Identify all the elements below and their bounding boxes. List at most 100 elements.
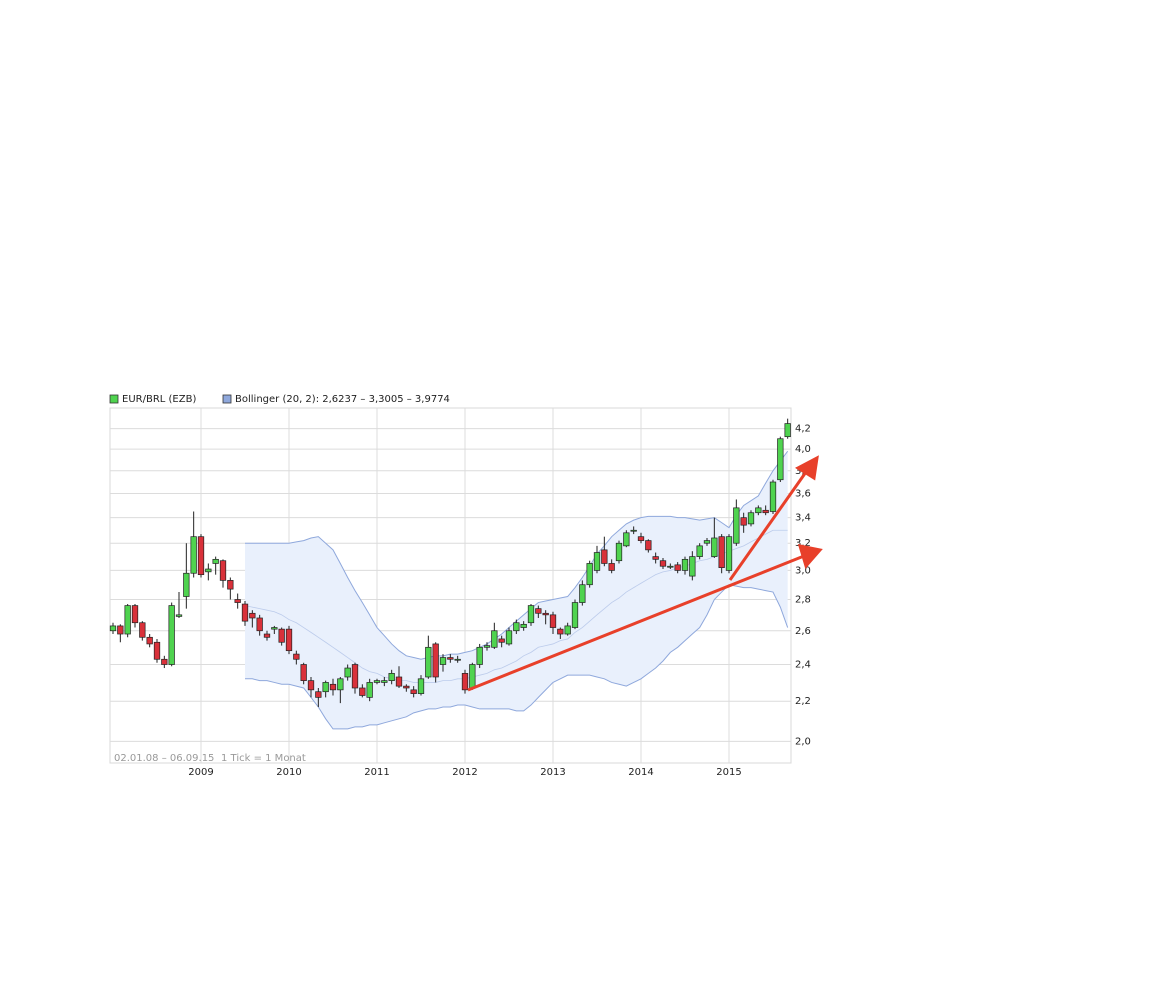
candle-body (366, 682, 373, 698)
candle-body (645, 540, 652, 551)
candle-body (579, 584, 586, 603)
candle-body (271, 627, 278, 630)
candle-body (674, 564, 681, 571)
candle-body (513, 622, 520, 632)
legend-label: Bollinger (20, 2): 2,6237 – 3,3005 – 3,9… (235, 394, 450, 405)
candle-body (711, 537, 718, 557)
candle-body (285, 628, 293, 652)
arrow-head (797, 544, 823, 570)
candle-body (535, 608, 542, 614)
candle-body (381, 680, 388, 683)
x-tick-label: 2010 (276, 767, 301, 778)
candle-body (190, 536, 197, 574)
candle-body (212, 558, 219, 564)
candle-body (395, 676, 403, 687)
band-middle (244, 529, 788, 683)
candle-body (615, 542, 623, 562)
x-tick-label: 2013 (540, 767, 565, 778)
candle-body (740, 517, 747, 526)
tick-note: 1 Tick = 1 Monat (221, 753, 306, 764)
candle-body (344, 667, 351, 678)
candle-body (630, 529, 637, 532)
candle-body (278, 628, 285, 643)
candle-body (447, 657, 454, 660)
candle-body (469, 664, 476, 689)
candle-body (205, 568, 212, 573)
candle-body (329, 683, 337, 691)
candle-body (139, 622, 146, 638)
y-tick-label: 2,8 (795, 595, 811, 606)
candle-body (593, 552, 601, 571)
x-tick-label: 2012 (452, 767, 477, 778)
legend-label: EUR/BRL (EZB) (122, 394, 196, 405)
band-lower (245, 584, 789, 730)
candle-body (659, 560, 667, 567)
candle-body (564, 625, 571, 635)
candle-body (337, 678, 344, 691)
candle-body (747, 512, 755, 525)
legend: EUR/BRL (EZB) Bollinger (20, 2): 2,6237 … (109, 394, 450, 405)
candle-body (454, 658, 461, 661)
candle-body (117, 625, 124, 635)
candle-body (293, 653, 300, 660)
candle-body (718, 536, 725, 568)
y-tick-label: 2,2 (795, 696, 811, 707)
candle-body (762, 509, 769, 514)
candle-body (784, 423, 791, 438)
candle-body (249, 612, 256, 619)
arrow-head (794, 455, 819, 481)
candle-body (703, 540, 711, 544)
candle-body (769, 481, 777, 512)
candle-body (483, 645, 491, 648)
date-range: 02.01.08 – 06.09.15 (114, 753, 214, 764)
x-tick-label: 2009 (188, 767, 213, 778)
y-tick-label: 2,6 (795, 626, 811, 637)
candle-body (417, 678, 425, 694)
candle-body (300, 664, 307, 681)
candle-body (197, 536, 205, 576)
candle-body (476, 646, 483, 665)
candle-body (307, 680, 315, 691)
candle-body (256, 617, 263, 632)
candle-body (733, 507, 740, 544)
candle-body (263, 633, 271, 638)
candle-body (461, 673, 469, 691)
candle-body (491, 630, 498, 648)
candle-body (681, 558, 689, 571)
candle-body (601, 549, 608, 564)
candle-body (388, 673, 395, 681)
candle-body (586, 563, 593, 586)
candle-body (725, 536, 733, 571)
candle-body (183, 572, 190, 597)
candle-body (315, 691, 322, 698)
candle-body (623, 532, 630, 547)
y-tick-label: 3,0 (795, 565, 811, 576)
trend-arrow (467, 554, 805, 692)
candle-body (168, 605, 175, 665)
candle-body (696, 545, 703, 557)
candle-body (439, 657, 447, 665)
candle-body (219, 560, 227, 581)
band-area (245, 451, 788, 729)
x-tick-label: 2014 (628, 767, 653, 778)
candles (109, 418, 791, 707)
legend-swatch (109, 394, 119, 404)
x-tick-label: 2011 (364, 767, 389, 778)
y-tick-label: 4,2 (795, 424, 811, 435)
y-tick-label: 3,6 (795, 489, 811, 500)
trend-arrow (728, 471, 808, 581)
candle-body (425, 646, 432, 678)
candle-body (403, 685, 410, 689)
y-tick-label: 2,0 (795, 736, 811, 747)
y-tick-label: 2,4 (795, 660, 811, 671)
candle-body (175, 614, 183, 617)
candle-body (755, 507, 762, 514)
candle-body (241, 603, 249, 622)
candle-body (359, 687, 366, 696)
candle-body (667, 565, 674, 568)
candle-body (131, 605, 139, 624)
candle-body (608, 563, 615, 571)
candle-body (549, 614, 557, 628)
axis-labels: 2,02,22,42,62,83,03,23,43,63,84,04,22009… (188, 424, 811, 778)
